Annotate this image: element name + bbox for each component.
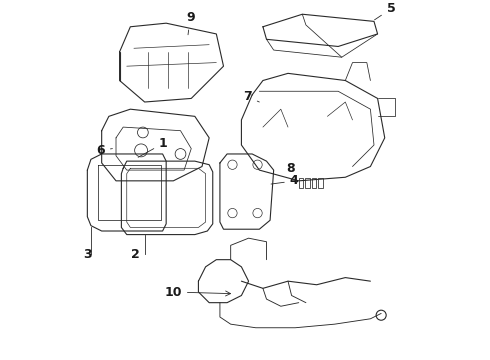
Text: 1: 1 xyxy=(138,137,168,157)
Text: 3: 3 xyxy=(83,248,92,261)
Text: 5: 5 xyxy=(374,3,395,20)
Bar xyxy=(299,178,303,188)
Text: 9: 9 xyxy=(186,12,195,35)
Text: 6: 6 xyxy=(97,144,112,157)
Bar xyxy=(305,178,310,188)
Bar xyxy=(312,178,317,188)
Text: 4: 4 xyxy=(271,175,298,188)
Text: 7: 7 xyxy=(243,90,259,103)
Text: 10: 10 xyxy=(164,285,230,298)
Text: 8: 8 xyxy=(286,162,297,183)
Bar xyxy=(318,178,323,188)
Text: 2: 2 xyxy=(131,248,140,261)
